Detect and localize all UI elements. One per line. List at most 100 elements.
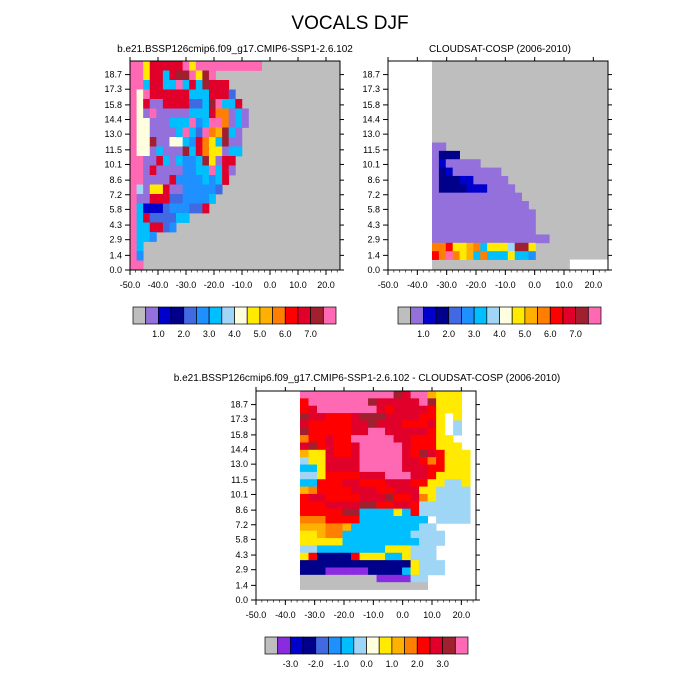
heatmap-cell	[359, 486, 369, 495]
y-tick-label: 17.3	[362, 84, 380, 94]
heatmap-cell	[466, 192, 474, 202]
heatmap-cell	[402, 391, 411, 399]
heatmap-cell	[308, 523, 318, 532]
heatmap-cell	[535, 234, 543, 244]
heatmap-cell	[444, 442, 454, 451]
heatmap-cell	[514, 251, 523, 260]
heatmap-cell	[521, 251, 529, 260]
y-tick-label: 7.2	[109, 190, 122, 200]
heatmap-cell	[130, 137, 137, 147]
heatmap-cell	[325, 560, 335, 568]
heatmap-cell	[368, 391, 377, 399]
heatmap-cell	[376, 567, 386, 576]
heatmap-cell	[202, 194, 210, 204]
colorbar-swatch	[322, 306, 337, 325]
colorbar: -3.0 -2.0 -1.0 0.0 1.0 2.0 3.0	[264, 636, 469, 669]
heatmap-cell	[385, 552, 394, 561]
heatmap-cell	[325, 398, 335, 407]
heatmap-cell	[473, 167, 481, 177]
colorbar-label: 1.0	[417, 329, 430, 339]
heatmap-cell	[351, 471, 360, 480]
heatmap-cell	[359, 538, 369, 546]
heatmap-cell	[130, 146, 137, 157]
x-tick-label: 10.0	[289, 280, 307, 290]
heatmap-cell	[368, 493, 377, 502]
heatmap-cells	[256, 391, 476, 600]
heatmap-cell	[308, 398, 318, 407]
heatmap-cell	[136, 137, 144, 147]
heatmap-cell	[308, 508, 318, 517]
heatmap-cell	[376, 435, 386, 443]
heatmap-cell	[393, 420, 403, 429]
heatmap-cell	[130, 203, 137, 214]
heatmap-cell	[402, 545, 411, 554]
heatmap-cell	[393, 552, 403, 561]
heatmap-cell	[300, 471, 309, 480]
heatmap-cell	[235, 146, 243, 157]
y-tick-label: 15.8	[230, 430, 248, 440]
heatmap-cell	[317, 530, 326, 539]
colorbar-label: 0.0	[360, 659, 373, 669]
heatmap-cell	[189, 203, 197, 214]
heatmap-cell	[342, 391, 352, 399]
heatmap-cell	[334, 457, 343, 465]
heatmap-cell	[473, 242, 481, 252]
heatmap-cell	[342, 420, 352, 429]
heatmap-cell	[222, 118, 230, 128]
heatmap-cell	[444, 435, 454, 443]
heatmap-cell	[342, 435, 352, 443]
heatmap-cell	[453, 479, 463, 487]
heatmap-cell	[325, 501, 335, 510]
heatmap-cell	[438, 159, 447, 168]
heatmap-cell	[487, 226, 495, 235]
heatmap-cell	[176, 127, 184, 138]
heatmap-cell	[436, 464, 446, 473]
heatmap-cell	[473, 175, 481, 185]
heatmap-cell	[176, 137, 184, 147]
heatmap-cell	[419, 523, 428, 532]
heatmap-cell	[222, 80, 230, 90]
heatmap-cell	[473, 226, 481, 235]
heatmap-cell	[385, 413, 394, 421]
heatmap-cell	[466, 184, 474, 194]
heatmap-cell	[189, 89, 197, 100]
heatmap-cell	[143, 118, 151, 128]
colorbar-label: 1.0	[386, 659, 399, 669]
heatmap-cell	[368, 486, 377, 495]
heatmap-cell	[136, 165, 144, 176]
colorbar-label: 2.0	[411, 659, 424, 669]
colorbar-label: 7.0	[569, 329, 582, 339]
heatmap-cell	[514, 234, 523, 244]
heatmap-cell	[432, 234, 440, 244]
colorbar: 1.0 2.0 3.0 4.0 5.0 6.0 7.0	[397, 306, 602, 339]
heatmap-cell	[342, 405, 352, 414]
heatmap-cell	[136, 184, 144, 195]
heatmap-cell	[300, 391, 309, 399]
heatmap-cell	[419, 501, 428, 510]
heatmap-cell	[136, 118, 144, 128]
heatmap-cell	[325, 449, 335, 458]
heatmap-cell	[376, 457, 386, 465]
heatmap-cell	[308, 493, 318, 502]
heatmap-cell	[176, 184, 184, 195]
y-tick-label: 15.8	[104, 100, 122, 110]
heatmap-cell	[494, 175, 502, 185]
heatmap-cell	[359, 391, 369, 399]
heatmap-cell	[176, 146, 184, 157]
heatmap-cell	[521, 209, 529, 219]
heatmap-cell	[130, 194, 137, 204]
heatmap-cell	[156, 89, 164, 100]
heatmap-cell	[202, 146, 210, 157]
heatmap-cell	[436, 449, 446, 458]
heatmap-cell	[189, 194, 197, 204]
y-tick-label: 17.3	[230, 414, 248, 424]
heatmap-cell	[445, 150, 454, 160]
heatmap-cell	[228, 108, 236, 119]
heatmap-cell	[461, 471, 471, 480]
heatmap-cell	[351, 457, 360, 465]
heatmap-cell	[156, 118, 164, 128]
heatmap-cell	[334, 471, 343, 480]
heatmap-cell	[445, 159, 454, 168]
heatmap-cell	[385, 545, 394, 554]
heatmap-cell	[453, 427, 463, 436]
